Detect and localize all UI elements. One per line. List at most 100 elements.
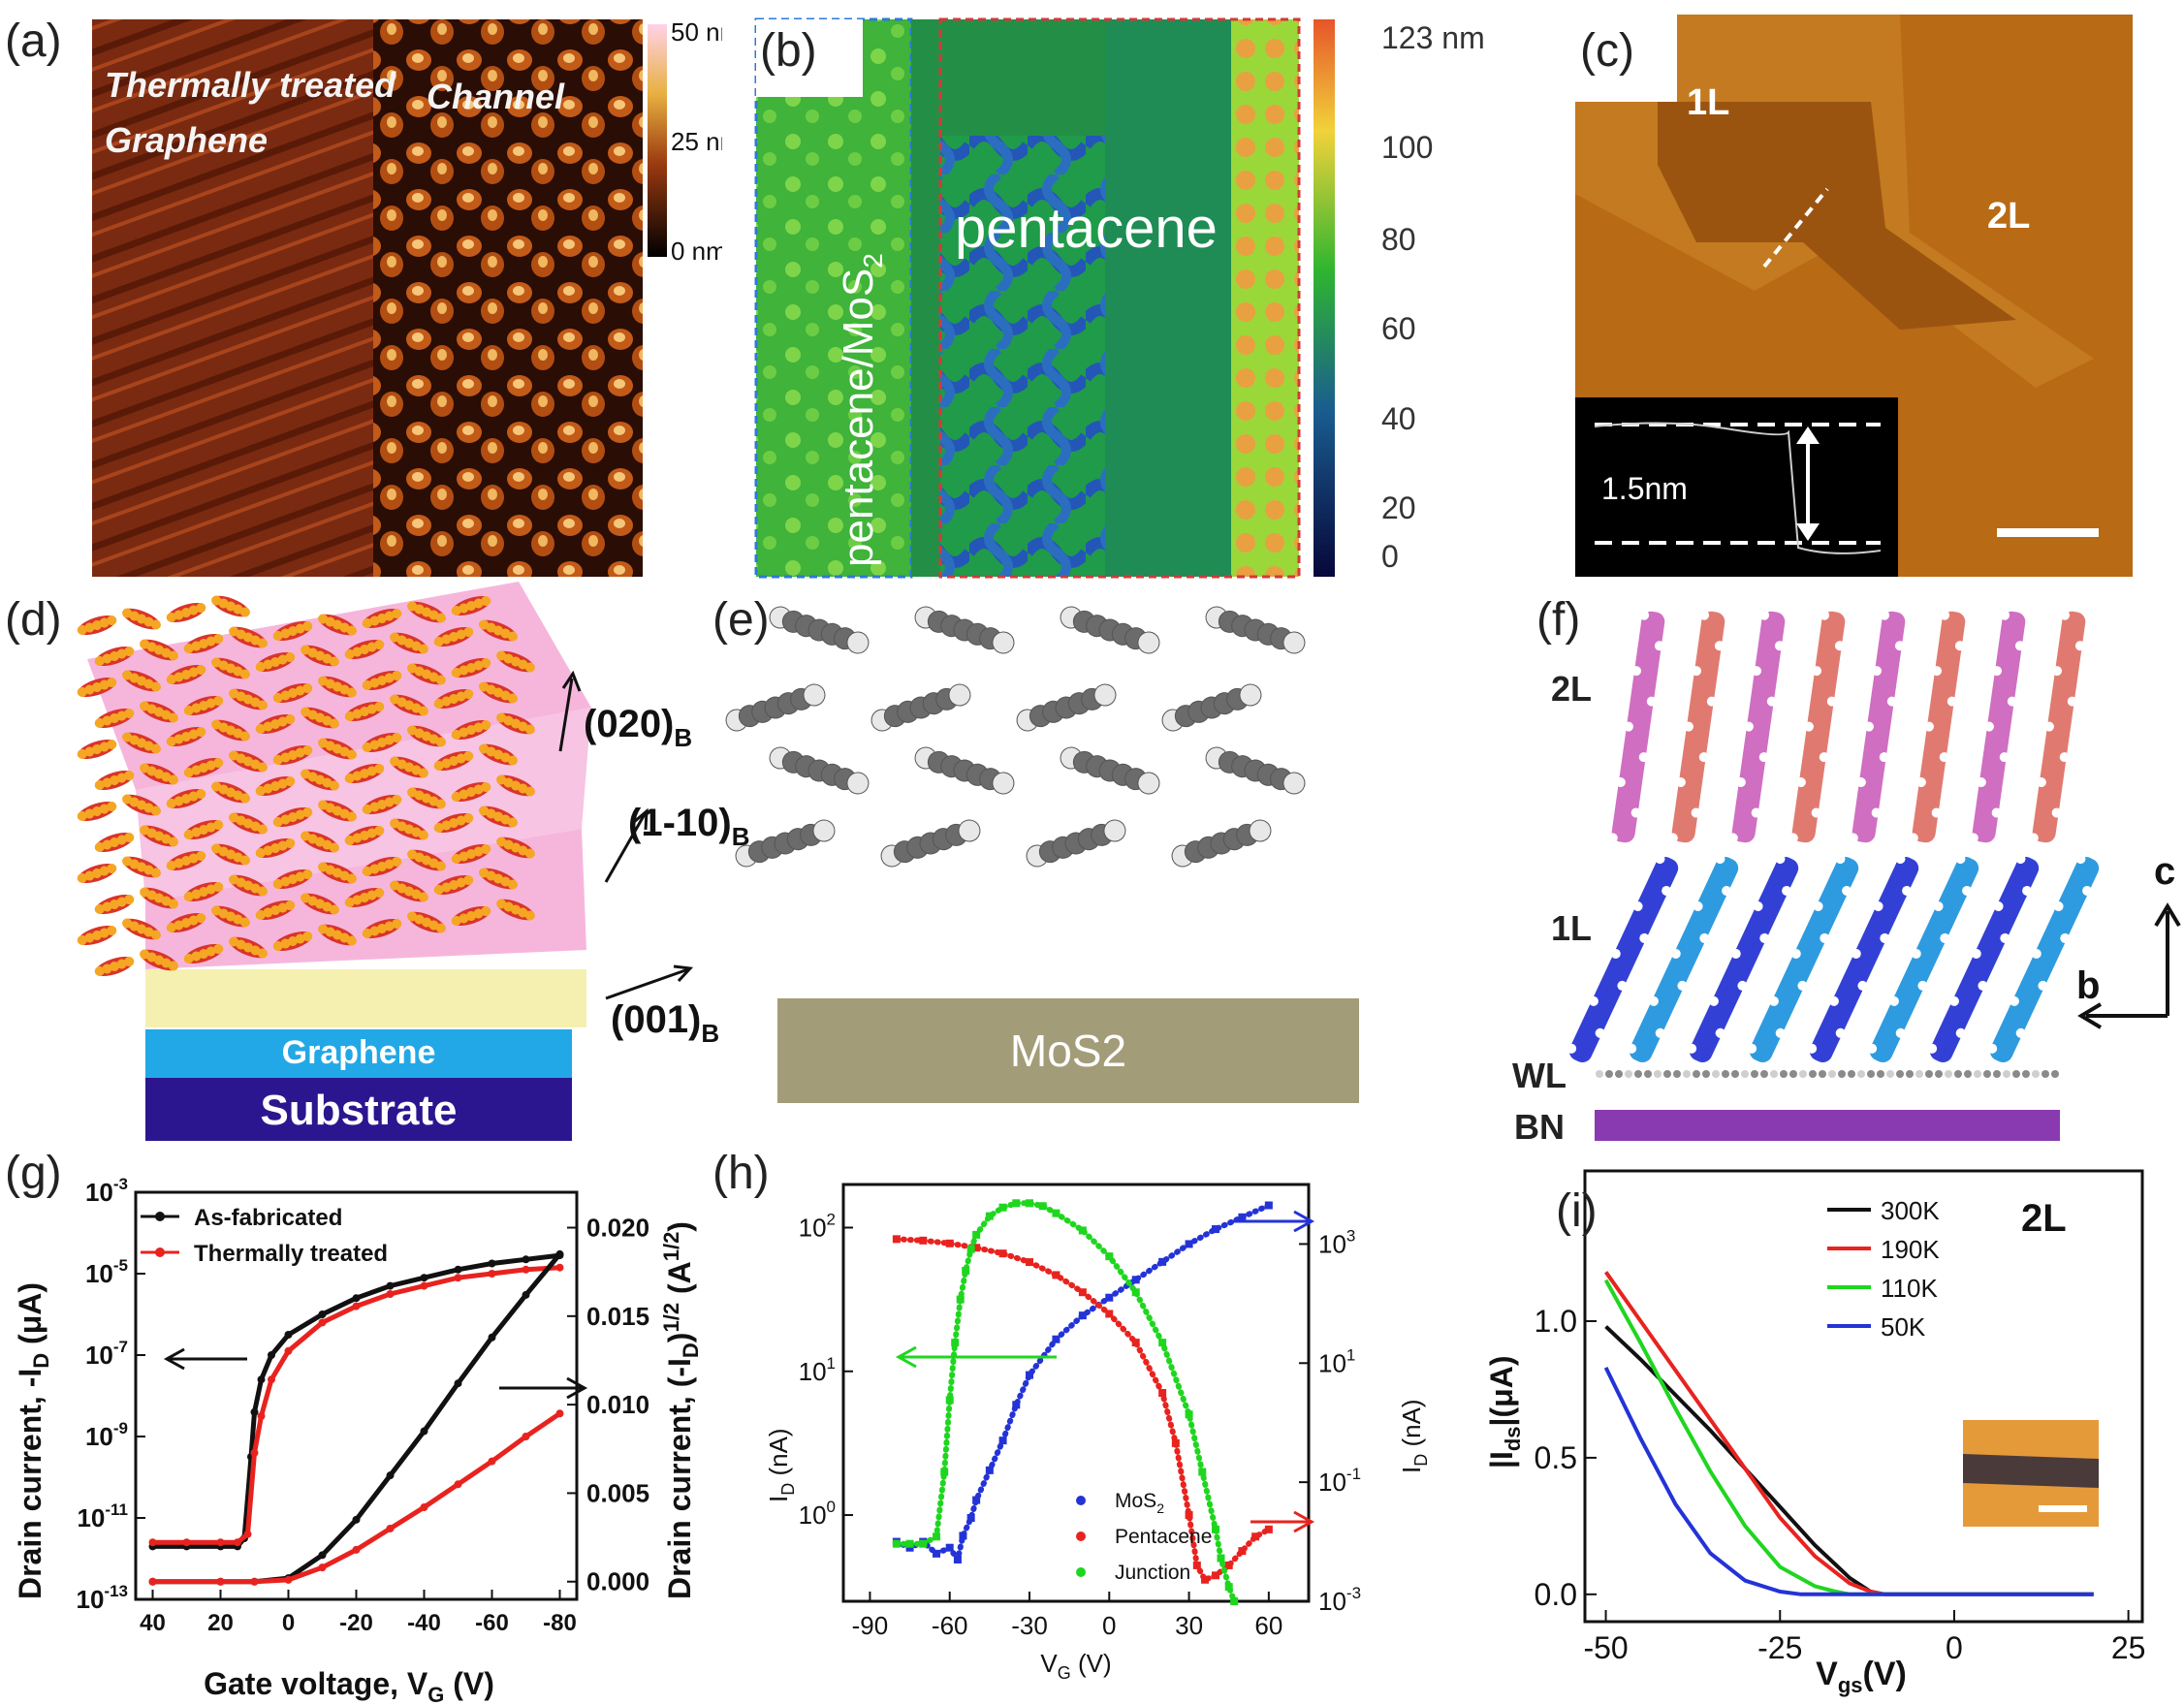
molecule-d: [407, 663, 446, 685]
chart-g-point: [420, 1281, 428, 1290]
chart-i: -50 -25 0 25 1.0 0.5 0.0 300K 190K 110K 50K 2L…: [1484, 1169, 2145, 1697]
wl-atom: [1644, 1070, 1652, 1078]
chart-g-point: [454, 1274, 462, 1282]
molecule-d: [479, 868, 518, 890]
molecule-d: [479, 619, 518, 642]
molecule-d: [344, 763, 385, 784]
molecule-d: [407, 725, 446, 747]
chart-g-point: [420, 1427, 428, 1436]
molecule-d: [496, 650, 535, 673]
panel-label-a: (a): [5, 16, 62, 67]
molecule-d: [272, 806, 313, 828]
substrate-layer: [145, 1078, 572, 1141]
chart-i-ylabel: |Ids|(μA): [1484, 1356, 1525, 1468]
chart-g-ytick-left-label: 10-3: [85, 1175, 128, 1207]
chart-h-point: [892, 1539, 901, 1548]
chart-g-point: [318, 1551, 327, 1560]
chart-g-xtick-label: -40: [407, 1610, 441, 1636]
corner-mask-c: [1575, 15, 1677, 102]
chart-g-point: [250, 1448, 259, 1457]
colorbar-b-tick-100: 100: [1381, 130, 1433, 165]
panel-e: MoS2 (e): [698, 582, 1473, 1149]
wl-atom: [1663, 1070, 1671, 1078]
height-profile-inset: [1575, 397, 1898, 577]
molecule-f-bottom: [1687, 854, 1799, 1063]
wl-atom: [1935, 1070, 1943, 1078]
chart-g-point: [182, 1538, 191, 1547]
molecule-f-bottom: [1867, 854, 1979, 1063]
molecule-d: [433, 812, 474, 834]
inset-arrow-head-up: [1796, 426, 1820, 444]
molecule-d: [77, 677, 117, 698]
legend-i-label-1: 300K: [1881, 1196, 1940, 1225]
molecule-d: [94, 894, 135, 915]
panel-d-svg: Graphene Substrate (020)B (1-10)B (001)B…: [5, 582, 749, 1141]
chart-g-point: [148, 1577, 157, 1586]
chart-h-point: [985, 1466, 994, 1474]
molecule-d: [318, 862, 357, 884]
chart-h-point: [1158, 1257, 1167, 1266]
chart-h-xtick-label: -90: [852, 1611, 889, 1640]
chart-h-point: [1131, 1288, 1140, 1297]
molecule-d: [390, 756, 428, 778]
panel-b-svg: pentacene/MoS2 pentacene 123 nm 100 80 6…: [754, 17, 1485, 579]
mos2-label: MoS2: [1010, 1026, 1126, 1076]
chart-h-point: [1192, 1561, 1201, 1569]
molecule-d: [140, 639, 178, 661]
molecule-d: [390, 818, 428, 840]
chart-g-point: [555, 1249, 564, 1258]
panel-g: 40 20 0 -20 -40 -60 -80 10-3 10-5 10-7 10-9 10-11 10…: [0, 1144, 698, 1705]
direction-001-label: (001)B: [611, 998, 719, 1048]
molecule-d: [496, 899, 535, 921]
wl-atom: [1741, 1070, 1749, 1078]
molecule-d: [318, 738, 357, 760]
chart-g-xtick-label: 0: [282, 1610, 295, 1636]
bn-substrate: [1595, 1110, 2060, 1141]
chart-h: -90 -60 -30 0 30 60 102 101 100 103 101 10-1 10-3 Mo…: [712, 1148, 1431, 1683]
molecule-d: [318, 924, 357, 946]
wl-atom: [1993, 1070, 2001, 1078]
molecule-d: [433, 688, 474, 710]
arrow-1-10-head: [633, 807, 649, 831]
molecule-d: [390, 632, 428, 654]
chart-h-xlabel: VG (V): [1040, 1649, 1111, 1683]
molecule-d: [140, 949, 178, 971]
molecule-d: [255, 651, 296, 673]
corner-mask: [756, 19, 863, 97]
molecule-e: [870, 683, 971, 732]
wl-atom: [1983, 1070, 1991, 1078]
molecule-d: [77, 863, 117, 884]
molecule-d: [183, 943, 224, 964]
chart-h-point: [1238, 1213, 1247, 1221]
arrow-junction-axis-head: [895, 1345, 917, 1369]
channel-label: Channel: [427, 77, 565, 116]
molecule-f-top: [1607, 610, 1665, 843]
chart-i-xtick-label: -50: [1583, 1630, 1628, 1665]
profile-line: [1762, 187, 1829, 268]
colorbar-b-tick-123: 123 nm: [1381, 20, 1485, 55]
chart-h-point: [1026, 1371, 1033, 1379]
molecule-d: [451, 657, 491, 679]
wl-atom: [1789, 1070, 1797, 1078]
wl-atom: [1915, 1070, 1923, 1078]
mos2-substrate: [777, 998, 1359, 1103]
chart-h-point: [956, 1295, 965, 1304]
graphene-layer: [145, 1029, 572, 1078]
molecule-f-top: [1788, 610, 1846, 843]
chart-h-ytick-left-label: 100: [799, 1498, 836, 1530]
chart-g-xtick-label: -60: [475, 1610, 509, 1636]
legend-i-label-3: 110K: [1881, 1274, 1938, 1303]
molecule-d: [183, 757, 224, 778]
panel-label-b: (b): [760, 25, 817, 77]
pentacene-molecules-e: [725, 606, 1306, 868]
chart-h-point: [1264, 1525, 1273, 1533]
chart-g-marks: 40 20 0 -20 -40 -60 -80 10-3 10-5 10-7 10-9 10-11 10…: [77, 1175, 650, 1636]
chart-g-point: [386, 1290, 395, 1298]
molecule-d: [362, 794, 402, 815]
layer-1l-label-f: 1L: [1551, 908, 1592, 948]
colorbar-b-tick-20: 20: [1381, 490, 1416, 525]
colorbar-b-tick-80: 80: [1381, 222, 1416, 257]
chart-g-point: [522, 1255, 530, 1264]
chart-g-point: [216, 1538, 225, 1547]
molecule-d: [407, 601, 446, 623]
